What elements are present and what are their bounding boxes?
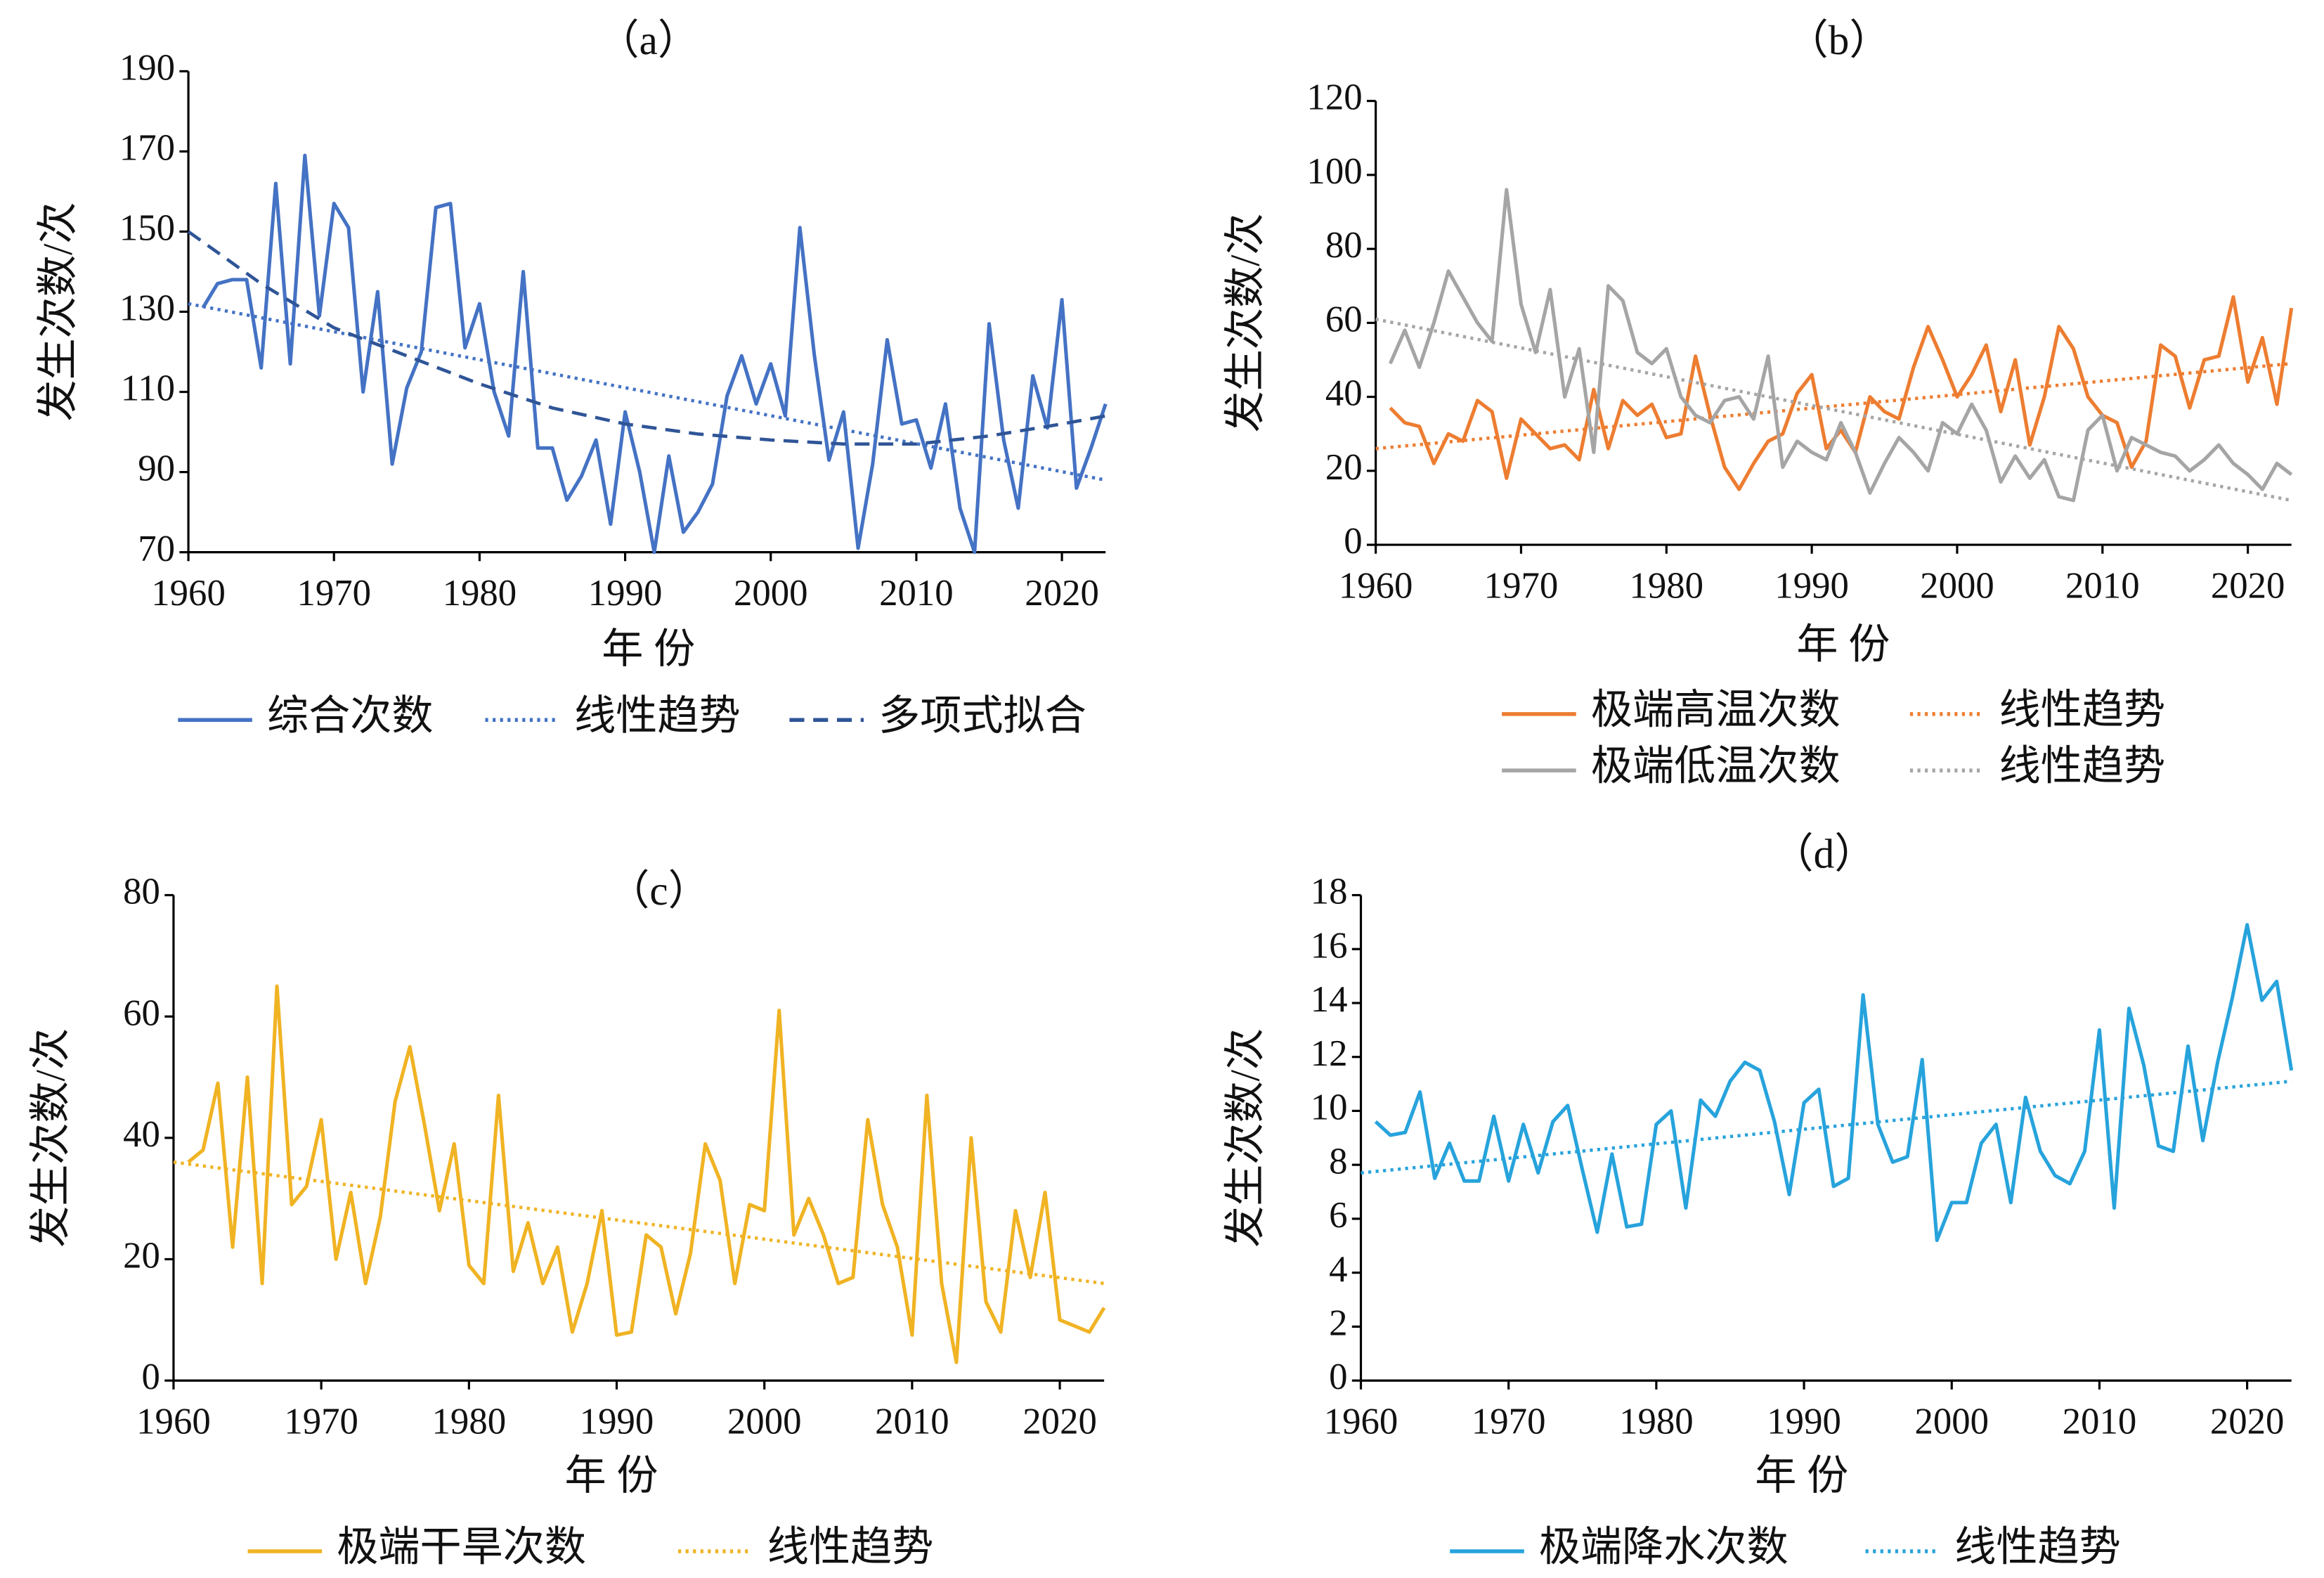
x-tick-label: 2000 — [734, 573, 808, 614]
legend-label: 线性趋势 — [1954, 1524, 2121, 1570]
y-tick-label: 8 — [1329, 1141, 1347, 1182]
legend-label: 综合次数 — [267, 692, 434, 739]
chart-title: （d） — [1772, 830, 1876, 877]
series-line — [1375, 317, 2292, 503]
series-line — [1375, 361, 2292, 451]
y-tick-label: 80 — [1325, 225, 1363, 266]
y-axis-label: 发生次数/次 — [1222, 213, 1268, 432]
legend-label: 线性趋势 — [1999, 743, 2166, 789]
legend-label: 极端降水次数 — [1539, 1524, 1789, 1570]
x-tick-label: 1960 — [1324, 1402, 1398, 1442]
x-tick-label: 1980 — [443, 573, 517, 614]
series-line — [187, 230, 1106, 446]
series-line — [188, 302, 1106, 482]
y-tick-label: 150 — [119, 208, 175, 249]
chart-title: （a） — [598, 17, 699, 63]
chart-title: （c） — [608, 867, 709, 914]
y-tick-label: 110 — [121, 368, 175, 409]
series-line — [1374, 923, 2294, 1243]
y-tick-label: 40 — [123, 1114, 160, 1155]
x-tick-label: 1990 — [1767, 1402, 1841, 1442]
y-tick-label: 12 — [1311, 1033, 1348, 1074]
x-axis-label: 年 份 — [1755, 1452, 1848, 1499]
x-axis-label: 年 份 — [1796, 621, 1890, 667]
y-tick-label: 90 — [138, 448, 175, 489]
x-tick-label: 1990 — [1774, 566, 1849, 607]
series-line — [187, 984, 1106, 1364]
y-tick-label: 60 — [1325, 299, 1363, 339]
y-tick-label: 130 — [119, 288, 175, 329]
x-tick-label: 2000 — [727, 1402, 802, 1442]
y-tick-label: 170 — [119, 128, 175, 169]
legend-label: 多项式拟合 — [878, 692, 1086, 739]
legend-label: 线性趋势 — [574, 692, 741, 739]
y-tick-label: 190 — [119, 47, 175, 88]
y-tick-label: 0 — [1329, 1357, 1347, 1397]
x-tick-label: 1990 — [588, 573, 663, 614]
x-tick-label: 1970 — [1484, 566, 1559, 607]
y-tick-label: 6 — [1329, 1195, 1347, 1236]
x-tick-label: 2020 — [1023, 1402, 1097, 1442]
y-tick-label: 14 — [1311, 979, 1348, 1020]
y-tick-label: 0 — [142, 1357, 160, 1397]
y-tick-label: 70 — [138, 529, 175, 569]
series-line — [201, 153, 1108, 555]
x-tick-label: 1960 — [151, 573, 226, 614]
y-tick-label: 0 — [1344, 521, 1362, 562]
y-tick-label: 10 — [1311, 1087, 1348, 1128]
y-axis-label: 发生次数/次 — [27, 1028, 74, 1248]
y-tick-label: 80 — [123, 872, 160, 912]
y-tick-label: 40 — [1325, 373, 1363, 414]
x-tick-label: 2000 — [1920, 566, 1994, 607]
x-tick-label: 1960 — [136, 1402, 211, 1442]
y-tick-label: 16 — [1311, 925, 1348, 966]
y-tick-label: 100 — [1306, 151, 1362, 192]
y-tick-label: 2 — [1329, 1302, 1347, 1343]
x-tick-label: 2020 — [2211, 566, 2285, 607]
y-tick-label: 4 — [1329, 1249, 1347, 1290]
x-tick-label: 1980 — [1619, 1402, 1694, 1442]
x-tick-label: 2000 — [1914, 1402, 1989, 1442]
y-tick-label: 20 — [1325, 447, 1363, 488]
x-axis-label: 年 份 — [602, 626, 695, 672]
x-tick-label: 1980 — [1630, 566, 1704, 607]
series-line — [1389, 295, 2294, 491]
x-tick-label: 1980 — [432, 1402, 507, 1442]
x-tick-label: 2020 — [1025, 573, 1099, 614]
x-tick-label: 1970 — [297, 573, 371, 614]
legend-label: 极端低温次数 — [1591, 743, 1841, 789]
series-line — [1388, 188, 2293, 503]
x-tick-label: 1990 — [580, 1402, 654, 1442]
y-tick-label: 120 — [1306, 77, 1362, 118]
x-tick-label: 2010 — [875, 1402, 949, 1442]
x-axis-label: 年 份 — [564, 1452, 658, 1499]
legend-label: 线性趋势 — [767, 1524, 934, 1570]
y-axis-label: 发生次数/次 — [34, 202, 81, 421]
y-tick-label: 60 — [123, 992, 160, 1033]
y-axis-label: 发生次数/次 — [1222, 1028, 1268, 1248]
x-tick-label: 2010 — [879, 573, 954, 614]
x-tick-label: 2010 — [2063, 1402, 2137, 1442]
legend-label: 极端高温次数 — [1591, 686, 1841, 732]
chart-title: （b） — [1787, 17, 1891, 63]
x-tick-label: 2020 — [2210, 1402, 2285, 1442]
x-tick-label: 1970 — [1472, 1402, 1546, 1442]
series-line — [1361, 1079, 2292, 1175]
x-tick-label: 2010 — [2065, 566, 2140, 607]
legend-label: 极端干旱次数 — [337, 1524, 586, 1570]
x-tick-label: 1960 — [1339, 566, 1413, 607]
x-tick-label: 1970 — [284, 1402, 358, 1442]
legend-label: 线性趋势 — [1999, 686, 2166, 732]
y-tick-label: 20 — [123, 1236, 160, 1276]
series-line — [173, 1160, 1105, 1286]
y-tick-label: 18 — [1311, 872, 1348, 912]
